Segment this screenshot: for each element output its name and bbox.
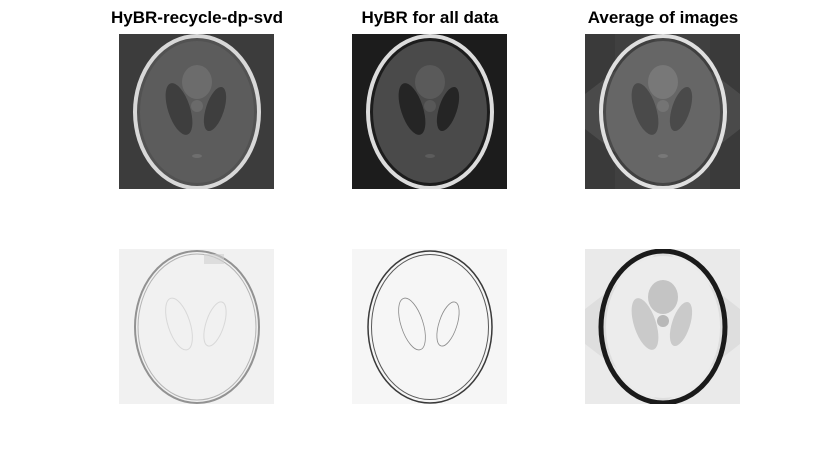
title-average-images: Average of images <box>587 8 739 27</box>
image-hybr-recycle-error <box>119 249 274 404</box>
image-hybr-recycle-reconstruction <box>119 34 274 189</box>
title-hybr-all-data: HyBR for all data <box>361 8 499 27</box>
image-average-reconstruction <box>585 34 740 189</box>
image-hybr-all-data-error <box>352 249 507 404</box>
image-hybr-all-data-reconstruction <box>352 34 507 189</box>
image-average-error <box>585 249 740 404</box>
title-hybr-recycle: HyBR-recycle-dp-svd <box>111 8 283 27</box>
